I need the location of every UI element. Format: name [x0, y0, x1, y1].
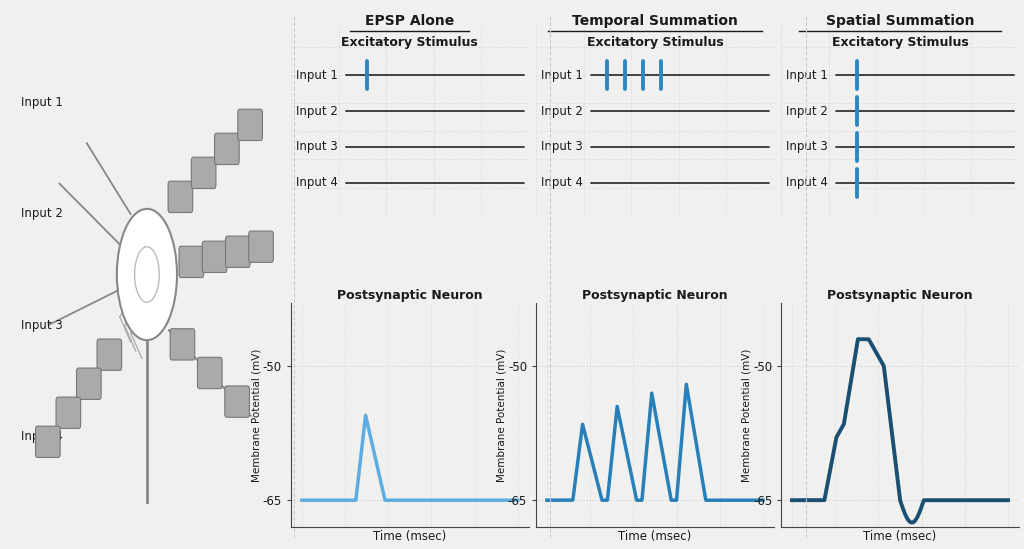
Text: Input 2: Input 2 — [296, 104, 338, 117]
FancyBboxPatch shape — [198, 357, 222, 389]
FancyBboxPatch shape — [179, 246, 204, 278]
Text: Input 3: Input 3 — [22, 318, 62, 332]
FancyBboxPatch shape — [170, 329, 195, 360]
Text: Input 1: Input 1 — [541, 69, 583, 82]
FancyBboxPatch shape — [97, 339, 122, 371]
Text: Spatial Summation: Spatial Summation — [825, 14, 974, 28]
X-axis label: Time (msec): Time (msec) — [618, 530, 691, 543]
Text: Input 2: Input 2 — [22, 208, 63, 220]
FancyBboxPatch shape — [249, 231, 273, 262]
Title: Postsynaptic Neuron: Postsynaptic Neuron — [582, 289, 728, 302]
Ellipse shape — [134, 247, 159, 302]
Y-axis label: Membrane Potential (mV): Membrane Potential (mV) — [741, 349, 752, 482]
Text: Input 3: Input 3 — [786, 141, 827, 154]
FancyBboxPatch shape — [168, 181, 193, 212]
FancyBboxPatch shape — [215, 133, 240, 165]
Y-axis label: Membrane Potential (mV): Membrane Potential (mV) — [497, 349, 507, 482]
Text: Temporal Summation: Temporal Summation — [572, 14, 738, 28]
FancyBboxPatch shape — [77, 368, 101, 399]
Text: Input 1: Input 1 — [22, 96, 63, 109]
FancyBboxPatch shape — [225, 386, 250, 417]
FancyBboxPatch shape — [238, 109, 262, 141]
FancyBboxPatch shape — [191, 157, 216, 188]
Text: Input 1: Input 1 — [786, 69, 827, 82]
Ellipse shape — [117, 209, 177, 340]
FancyBboxPatch shape — [56, 397, 81, 428]
Text: Excitatory Stimulus: Excitatory Stimulus — [341, 36, 478, 48]
FancyBboxPatch shape — [36, 426, 60, 457]
Text: Input 1: Input 1 — [296, 69, 338, 82]
Text: Excitatory Stimulus: Excitatory Stimulus — [587, 36, 723, 48]
Text: Input 4: Input 4 — [541, 176, 583, 189]
Text: Input 2: Input 2 — [786, 104, 827, 117]
Text: Input 3: Input 3 — [541, 141, 583, 154]
Text: Input 2: Input 2 — [541, 104, 583, 117]
FancyBboxPatch shape — [203, 241, 227, 272]
Text: Input 3: Input 3 — [296, 141, 338, 154]
Y-axis label: Membrane Potential (mV): Membrane Potential (mV) — [251, 349, 261, 482]
FancyBboxPatch shape — [225, 236, 250, 267]
Title: Postsynaptic Neuron: Postsynaptic Neuron — [827, 289, 973, 302]
X-axis label: Time (msec): Time (msec) — [373, 530, 446, 543]
Text: Input 4: Input 4 — [296, 176, 338, 189]
Title: Postsynaptic Neuron: Postsynaptic Neuron — [337, 289, 482, 302]
Text: Excitatory Stimulus: Excitatory Stimulus — [831, 36, 969, 48]
Text: Input 4: Input 4 — [786, 176, 827, 189]
X-axis label: Time (msec): Time (msec) — [863, 530, 937, 543]
Text: Input 4: Input 4 — [22, 430, 63, 442]
Text: EPSP Alone: EPSP Alone — [366, 14, 455, 28]
